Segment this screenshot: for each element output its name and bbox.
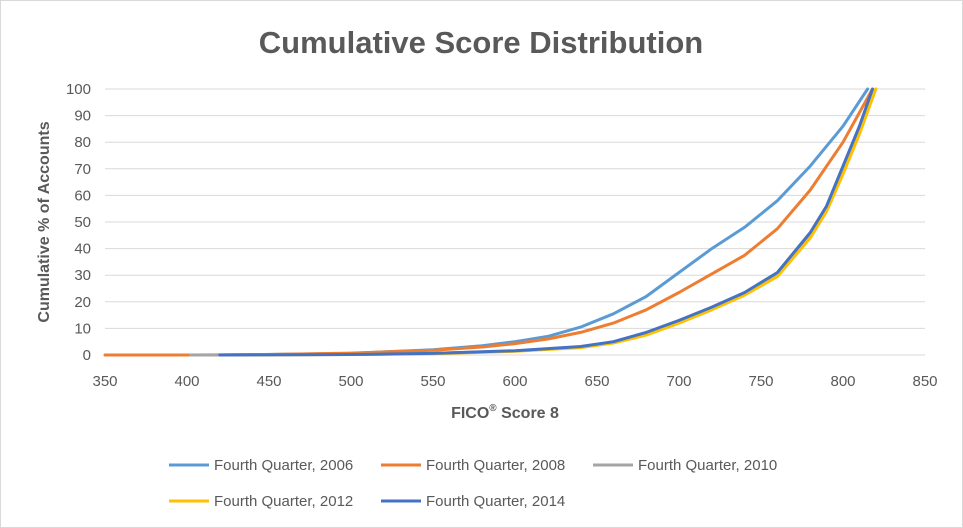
x-axis-label-suffix: Score 8 <box>497 405 559 422</box>
y-axis-ticks: 0 10 20 30 40 50 60 70 80 90 100 <box>66 81 91 364</box>
x-tick-label: 750 <box>748 373 773 390</box>
gridlines <box>105 88 925 329</box>
y-tick-label: 40 <box>74 241 91 258</box>
x-tick-label: 500 <box>338 373 363 390</box>
legend-item-2: Fourth Quarter, 2008 <box>381 457 565 474</box>
y-tick-label: 0 <box>83 347 91 364</box>
x-tick-label: 650 <box>584 373 609 390</box>
x-tick-label: 450 <box>256 373 281 390</box>
y-tick-label: 90 <box>74 108 91 125</box>
legend-label: Fourth Quarter, 2010 <box>638 457 777 474</box>
legend-item-4: Fourth Quarter, 2012 <box>169 493 353 510</box>
y-tick-label: 20 <box>74 294 91 311</box>
legend-item-5: Fourth Quarter, 2014 <box>381 493 565 510</box>
x-tick-label: 550 <box>420 373 445 390</box>
legend: Fourth Quarter, 2006 Fourth Quarter, 2008… <box>169 457 777 510</box>
x-tick-label: 400 <box>174 373 199 390</box>
y-tick-label: 30 <box>74 267 91 284</box>
series-line-5 <box>218 87 874 357</box>
legend-label: Fourth Quarter, 2006 <box>214 457 353 474</box>
legend-label: Fourth Quarter, 2014 <box>426 493 565 510</box>
x-axis-label-main: FICO <box>451 405 489 422</box>
x-axis-label-superscript: ® <box>489 403 497 414</box>
legend-label: Fourth Quarter, 2008 <box>426 457 565 474</box>
legend-item-3: Fourth Quarter, 2010 <box>593 457 777 474</box>
y-tick-label: 70 <box>74 161 91 178</box>
x-tick-label: 800 <box>830 373 855 390</box>
x-tick-label: 600 <box>502 373 527 390</box>
x-tick-label: 700 <box>666 373 691 390</box>
x-tick-label: 850 <box>912 373 937 390</box>
x-axis-label: FICO® Score 8 <box>451 403 559 422</box>
y-tick-label: 80 <box>74 134 91 151</box>
y-axis-label: Cumulative % of Accounts <box>36 121 53 322</box>
x-axis-ticks: 350 400 450 500 550 600 650 700 750 800 850 <box>92 373 937 390</box>
y-tick-label: 50 <box>74 214 91 231</box>
y-tick-label: 60 <box>74 187 91 204</box>
x-tick-label: 350 <box>92 373 117 390</box>
y-tick-label: 10 <box>74 320 91 337</box>
y-tick-label: 100 <box>66 81 91 98</box>
legend-item-1: Fourth Quarter, 2006 <box>169 457 353 474</box>
chart-title: Cumulative Score Distribution <box>259 25 703 60</box>
legend-label: Fourth Quarter, 2012 <box>214 493 353 510</box>
series-lines <box>103 87 878 357</box>
